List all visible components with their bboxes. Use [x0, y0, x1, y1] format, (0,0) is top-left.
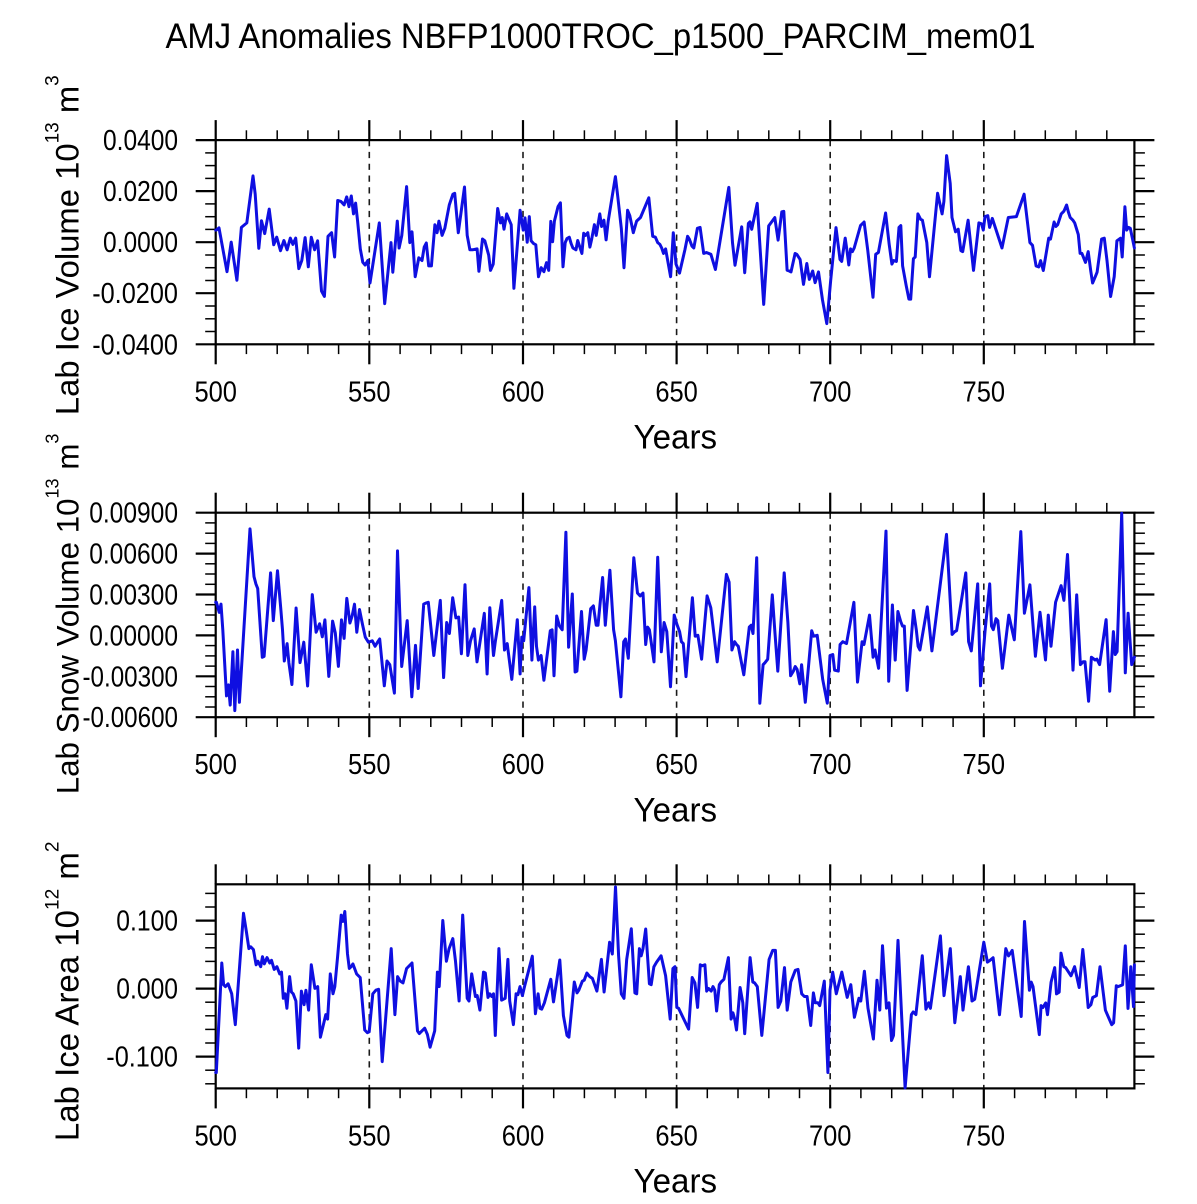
svg-text:Lab Ice Area 1012​ m2​: Lab Ice Area 1012​ m2​: [42, 841, 85, 1141]
svg-text:0.0000: 0.0000: [103, 227, 178, 259]
svg-text:-0.00600: -0.00600: [83, 702, 179, 734]
svg-text:500: 500: [194, 1120, 237, 1152]
svg-text:-0.100: -0.100: [106, 1042, 178, 1074]
svg-text:Years: Years: [634, 419, 718, 457]
svg-text:700: 700: [809, 1120, 852, 1152]
svg-text:750: 750: [963, 1120, 1006, 1152]
svg-text:550: 550: [348, 1120, 391, 1152]
svg-text:700: 700: [809, 376, 852, 408]
svg-text:0.0400: 0.0400: [103, 125, 178, 157]
svg-text:0.100: 0.100: [116, 906, 178, 938]
svg-text:500: 500: [194, 749, 237, 781]
svg-text:600: 600: [502, 749, 545, 781]
svg-text:Years: Years: [634, 1163, 718, 1199]
svg-text:750: 750: [963, 376, 1006, 408]
svg-text:700: 700: [809, 749, 852, 781]
svg-text:-0.0200: -0.0200: [92, 278, 178, 310]
svg-text:0.00300: 0.00300: [89, 580, 178, 612]
svg-text:650: 650: [655, 376, 698, 408]
svg-text:600: 600: [502, 1120, 545, 1152]
svg-text:-0.0400: -0.0400: [92, 329, 178, 361]
svg-text:650: 650: [655, 1120, 698, 1152]
svg-text:0.00600: 0.00600: [89, 539, 178, 571]
svg-text:AMJ Anomalies NBFP1000TROC_p15: AMJ Anomalies NBFP1000TROC_p1500_PARCIM_…: [166, 17, 1036, 56]
svg-text:500: 500: [194, 376, 237, 408]
svg-text:0.0200: 0.0200: [103, 176, 178, 208]
svg-text:0.00000: 0.00000: [89, 620, 178, 652]
svg-text:650: 650: [655, 749, 698, 781]
svg-text:-0.00300: -0.00300: [83, 661, 179, 693]
svg-text:550: 550: [348, 376, 391, 408]
svg-text:0.000: 0.000: [116, 974, 178, 1006]
svg-text:600: 600: [502, 376, 545, 408]
svg-text:0.00900: 0.00900: [89, 498, 178, 530]
svg-text:Years: Years: [634, 792, 718, 830]
svg-text:550: 550: [348, 749, 391, 781]
svg-text:750: 750: [963, 749, 1006, 781]
